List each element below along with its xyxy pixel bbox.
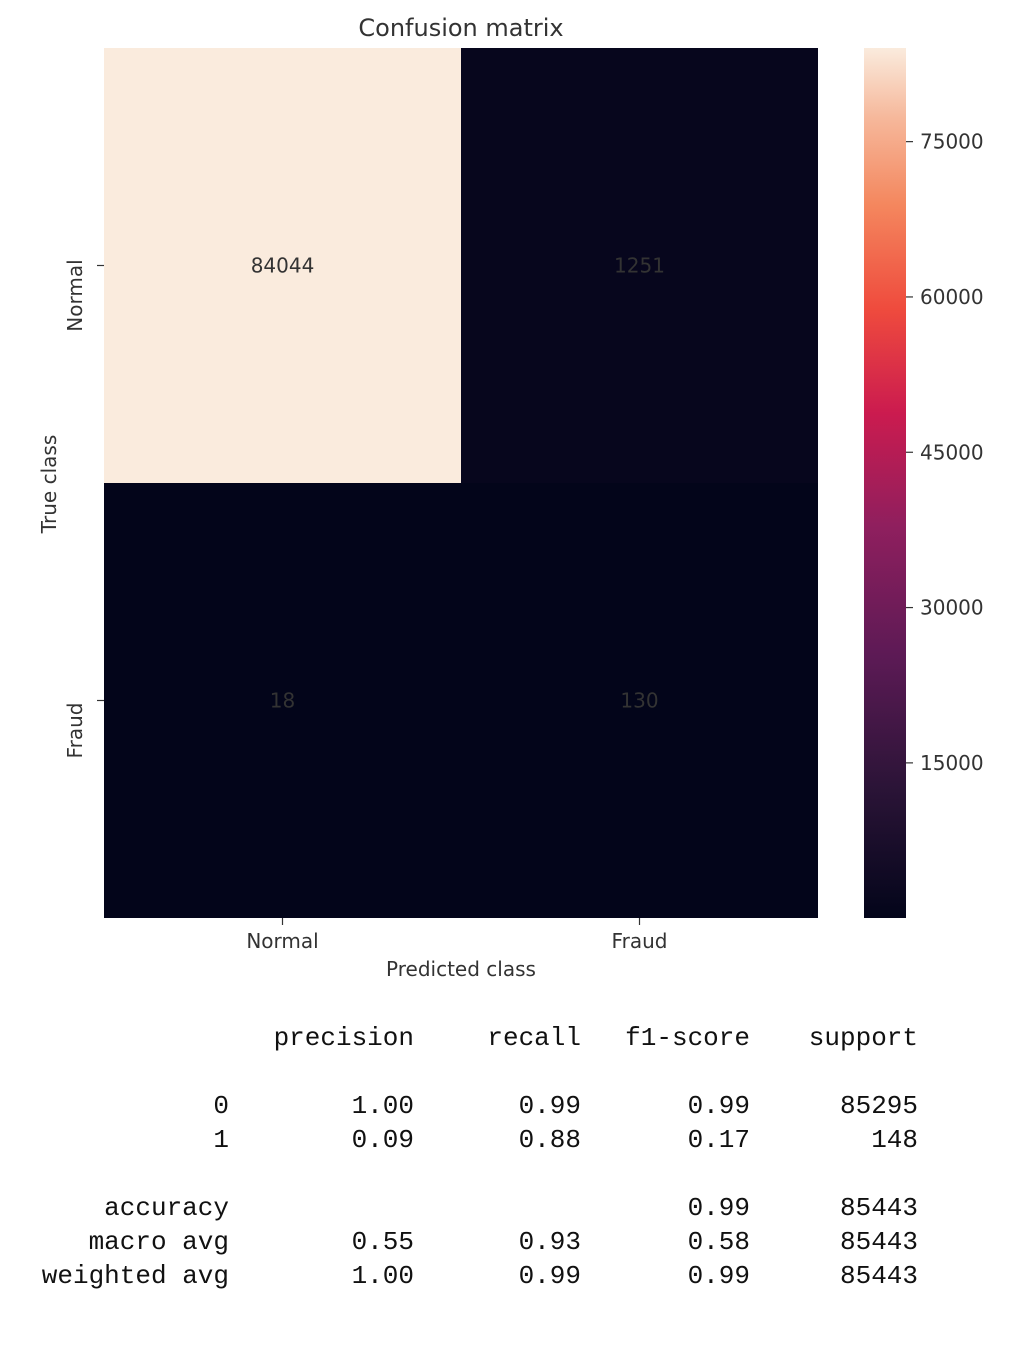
- report-cell-4-0: macro avg: [89, 1227, 229, 1257]
- y-axis: Normal Fraud: [63, 259, 104, 758]
- report-cell-0-3: 0.99: [688, 1091, 750, 1121]
- report-rows: 0 1.00 0.99 0.99 85295 1 0.09 0.88 0.17 148 accura…: [42, 1091, 918, 1291]
- y-tick-label-0: Normal: [63, 259, 87, 331]
- report-cell-1-3: 0.17: [688, 1125, 750, 1155]
- heatmap-cell-0-0: [104, 48, 461, 483]
- report-cell-5-3: 0.99: [688, 1261, 750, 1291]
- classification-report: precision recall f1-score support 0 1.00 0.99…: [42, 1023, 918, 1291]
- report-header-0: precision: [274, 1023, 414, 1053]
- x-axis-label: Predicted class: [386, 957, 536, 981]
- report-cell-1-1: 0.09: [352, 1125, 414, 1155]
- report-header-3: support: [809, 1023, 918, 1053]
- heatmap-cell-1-1: [461, 483, 818, 918]
- y-tick-label-1: Fraud: [63, 703, 87, 759]
- report-cell-5-4: 85443: [840, 1261, 918, 1291]
- x-axis: Normal Fraud: [246, 918, 667, 953]
- report-cell-3-3: 0.99: [688, 1193, 750, 1223]
- report-cell-0-4: 85295: [840, 1091, 918, 1121]
- colorbar-tick-label-2: 45000: [920, 440, 984, 464]
- x-tick-label-0: Normal: [246, 929, 318, 953]
- report-cell-3-4: 85443: [840, 1193, 918, 1223]
- colorbar-tick-label-3: 60000: [920, 285, 984, 309]
- report-cell-5-1: 1.00: [352, 1261, 414, 1291]
- heatmap-cell-1-0: [104, 483, 461, 918]
- colorbar-ticks: 15000 30000 45000 60000 75000: [906, 130, 984, 775]
- report-header-2: f1-score: [625, 1023, 750, 1053]
- report-cell-3-0: accuracy: [104, 1193, 229, 1223]
- heatmap-cell-label-1-1: 130: [620, 689, 658, 713]
- report-cell-4-2: 0.93: [519, 1227, 581, 1257]
- x-tick-label-1: Fraud: [612, 929, 668, 953]
- colorbar-tick-label-4: 75000: [920, 130, 984, 154]
- report-header: precision recall f1-score support: [274, 1023, 918, 1053]
- report-cell-1-2: 0.88: [519, 1125, 581, 1155]
- report-cell-1-4: 148: [871, 1125, 918, 1155]
- heatmap-cell-0-1: [461, 48, 818, 483]
- heatmap-cell-label-0-1: 1251: [614, 254, 665, 278]
- report-cell-4-3: 0.58: [688, 1227, 750, 1257]
- report-cell-4-1: 0.55: [352, 1227, 414, 1257]
- report-header-1: recall: [487, 1023, 581, 1053]
- chart-title: Confusion matrix: [358, 14, 563, 42]
- y-axis-label: True class: [37, 435, 61, 535]
- heatmap-cell-label-0-0: 84044: [251, 254, 315, 278]
- report-cell-5-0: weighted avg: [42, 1261, 229, 1291]
- report-cell-0-1: 1.00: [352, 1091, 414, 1121]
- colorbar-tick-label-0: 15000: [920, 751, 984, 775]
- heatmap-cell-label-1-0: 18: [270, 689, 295, 713]
- report-cell-0-2: 0.99: [519, 1091, 581, 1121]
- confusion-matrix-chart: Confusion matrix 84044 1251 18 130 Normal Fr…: [37, 14, 984, 981]
- report-cell-5-2: 0.99: [519, 1261, 581, 1291]
- heatmap-cell-labels: 84044 1251 18 130: [251, 254, 665, 713]
- report-cell-0-0: 0: [213, 1091, 229, 1121]
- colorbar: [864, 48, 906, 918]
- colorbar-tick-label-1: 30000: [920, 596, 984, 620]
- heatmap-cells: [104, 48, 818, 918]
- report-cell-1-0: 1: [213, 1125, 229, 1155]
- report-cell-4-4: 85443: [840, 1227, 918, 1257]
